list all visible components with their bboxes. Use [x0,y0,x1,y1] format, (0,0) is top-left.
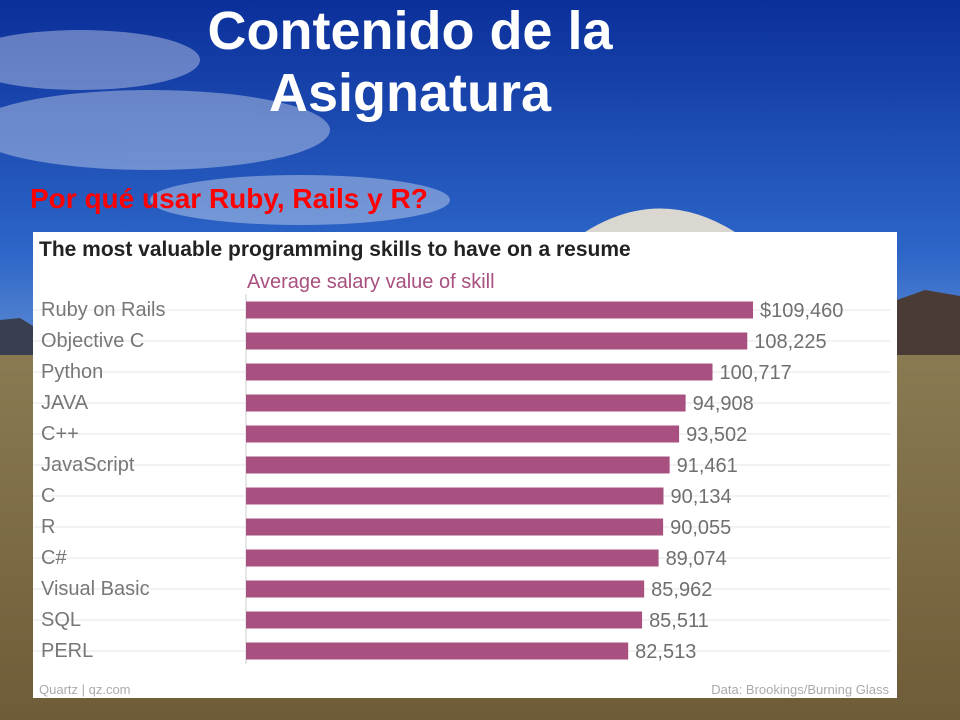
bar [246,642,629,660]
chart-subtitle: Average salary value of skill [247,271,495,293]
bar [246,425,680,443]
category-label: Visual Basic [41,578,150,600]
slide-title-line1: Contenido de la [207,1,613,61]
bar [246,456,670,474]
value-label: 85,511 [649,610,709,632]
category-label: PERL [41,640,93,662]
category-label: JavaScript [41,454,135,476]
value-label: 94,908 [693,393,754,415]
category-label: C# [41,547,67,569]
chart-panel: The most valuable programming skills to … [33,232,897,698]
value-label: 85,962 [651,579,712,601]
category-label: Ruby on Rails [41,299,166,321]
value-label: 100,717 [720,362,792,384]
bar [246,332,748,350]
bar [246,301,753,319]
dome-observatory [585,208,735,232]
value-label: 93,502 [686,424,747,446]
bar-chart: The most valuable programming skills to … [33,238,890,697]
slide-title-line2: Asignatura [268,63,552,123]
source-left: Quartz | qz.com [39,682,131,697]
slide-subtitle: Por qué usar Ruby, Rails y R? [30,183,428,214]
value-label: 89,074 [666,548,727,570]
category-label: C [41,485,55,507]
bar [246,487,664,505]
value-label: 108,225 [754,331,826,353]
category-label: JAVA [41,392,89,414]
bar [246,363,713,381]
bar [246,611,643,629]
category-label: C++ [41,423,79,445]
bar [246,549,659,567]
value-label: 82,513 [635,641,696,663]
value-label: 91,461 [677,455,738,477]
category-label: Python [41,361,103,383]
category-label: Objective C [41,330,144,352]
category-label: R [41,516,55,538]
value-label: 90,055 [670,517,731,539]
bar [246,394,686,412]
value-label: $109,460 [760,300,843,322]
bar [246,518,664,536]
bar [246,580,645,598]
mountains-left [0,318,33,360]
value-label: 90,134 [670,486,731,508]
chart-title: The most valuable programming skills to … [39,238,631,261]
category-label: SQL [41,609,81,631]
clouds [0,30,450,225]
source-right: Data: Brookings/Burning Glass [711,682,889,697]
slide-title: Contenido de la Asignatura [0,0,820,124]
mountains-right [897,290,960,360]
